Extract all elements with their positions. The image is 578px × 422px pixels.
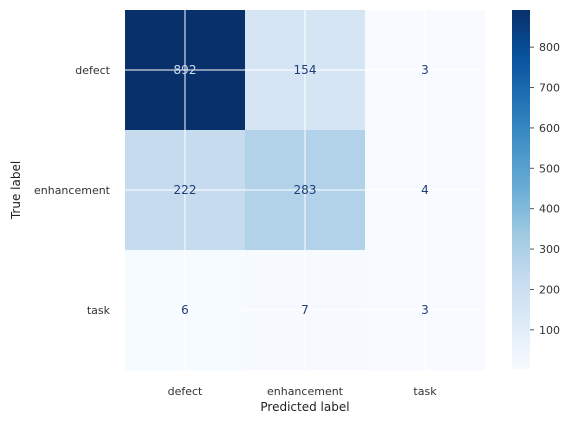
colorbar-tick-label: 300 <box>539 243 560 256</box>
cell-value-labels: 892 154 3 222 283 4 6 7 3 <box>174 63 429 317</box>
colorbar <box>512 10 530 369</box>
colorbar-tick-label: 500 <box>539 162 560 175</box>
y-tick-label: task <box>87 304 111 317</box>
colorbar-ticks: 100 200 300 400 500 600 700 800 <box>530 41 560 337</box>
x-tick-label: task <box>413 385 437 398</box>
y-tick-labels: defect enhancement task <box>34 64 111 317</box>
colorbar-tick-label: 800 <box>539 41 560 54</box>
colorbar-tick-label: 600 <box>539 122 560 135</box>
x-tick-labels: defect enhancement task <box>168 385 438 398</box>
x-tick-label: enhancement <box>267 385 344 398</box>
grid-lines <box>125 10 485 370</box>
cell-value-label: 283 <box>294 183 317 197</box>
colorbar-tick-label: 200 <box>539 283 560 296</box>
x-tick-label: defect <box>168 385 203 398</box>
y-axis-label: True label <box>9 161 23 220</box>
colorbar-tick-label: 700 <box>539 82 560 95</box>
cell-value-label: 6 <box>181 303 189 317</box>
cell-value-label: 3 <box>421 63 429 77</box>
cell-value-label: 4 <box>421 183 429 197</box>
y-tick-label: enhancement <box>34 184 111 197</box>
cell-value-label: 892 <box>174 63 197 77</box>
x-axis-label: Predicted label <box>260 400 349 414</box>
cell-value-label: 222 <box>174 183 197 197</box>
cell-value-label: 154 <box>294 63 317 77</box>
cell-value-label: 3 <box>421 303 429 317</box>
y-tick-label: defect <box>75 64 110 77</box>
cell-value-label: 7 <box>301 303 309 317</box>
colorbar-tick-label: 100 <box>539 324 560 337</box>
colorbar-tick-label: 400 <box>539 203 560 216</box>
